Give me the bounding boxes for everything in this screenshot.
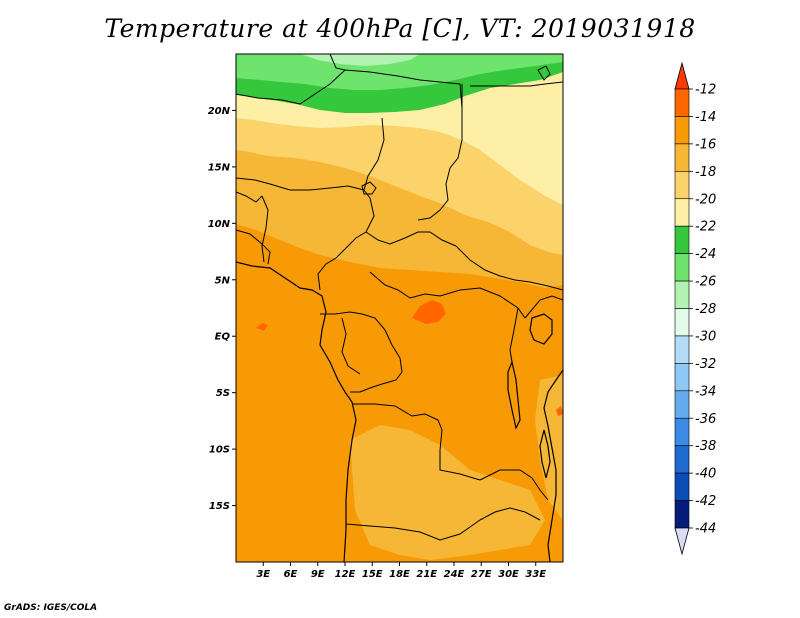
border-sudan-south (455, 245, 563, 291)
colorbar-label: -26 (695, 275, 716, 290)
lon-tick-label: 21E (416, 569, 437, 580)
colorbar-label: -12 (695, 83, 716, 98)
border-zambia-zimbabwe (479, 507, 541, 521)
lat-tick-label: 10N (208, 219, 231, 230)
lon-tick-label: 30E (498, 569, 519, 580)
border-uganda-kenya (524, 295, 563, 319)
colorbar-segment (674, 308, 690, 337)
field-minus26 (300, 54, 420, 66)
border-libya-chad (236, 69, 463, 109)
grads-credit: GrADS: IGES/COLA (4, 603, 98, 613)
lat-tick-label: 15S (209, 501, 230, 512)
border-drc-east (509, 307, 519, 363)
lake-chad (361, 181, 377, 195)
colorbar-segment (674, 335, 690, 364)
lon-tick-label: 33E (525, 569, 546, 580)
lon-tick-label: 6E (284, 569, 298, 580)
colorbar-label: -40 (695, 467, 716, 482)
border-zambia (479, 469, 549, 501)
border-angola-namibia (345, 519, 481, 541)
colorbar-segment (674, 253, 690, 282)
lat-tick-label: 20N (208, 106, 231, 117)
field-minus24 (236, 54, 563, 90)
colorbar-label: -20 (695, 192, 716, 207)
colorbar-label: -22 (695, 220, 716, 235)
border-chad-car (365, 231, 457, 247)
colorbar: -12 -14 -16 -18 -20 -22 -24 -26 -28 -30 -32 -34 -36 -… (674, 61, 716, 556)
border-cameroon-gabon (320, 311, 386, 331)
colorbar-segment (674, 500, 690, 529)
colorbar-label: -30 (695, 329, 716, 344)
border-niger-nigeria (236, 177, 365, 191)
border-car-drc (369, 271, 526, 319)
lon-tick-label: 24E (444, 569, 465, 580)
colorbar-label: -42 (695, 494, 716, 509)
colorbar-segment (674, 143, 690, 172)
lat-tick-label: EQ (215, 332, 231, 343)
colorbar-segment (674, 225, 690, 254)
border-congo-drc (350, 329, 403, 393)
border-nigeria-cameroon (317, 197, 375, 291)
border-chad-sudan (417, 120, 463, 221)
colorbar-label: -34 (695, 384, 716, 399)
colorbar-top-arrow (674, 61, 690, 90)
colorbar-segment (674, 171, 690, 200)
colorbar-label: -24 (695, 247, 716, 262)
colorbar-label: -38 (695, 439, 716, 454)
border-sinai (537, 65, 551, 81)
lake-victoria (529, 313, 553, 345)
lake-tanganyika (507, 359, 521, 430)
border-burkina (236, 191, 263, 203)
lon-tick-label: 3E (256, 569, 270, 580)
east-coastline (543, 369, 563, 562)
map-borders (236, 54, 563, 562)
lon-tick-label: 27E (471, 569, 492, 580)
border-gabon-inner (341, 317, 361, 375)
colorbar-segment (674, 390, 690, 419)
lon-tick-label: 12E (335, 569, 356, 580)
lat-tick-label: 5N (215, 275, 231, 286)
longitude-axis: 3E 6E 9E 12E 15E 18E 21E 24E 27E 30E 33E (256, 562, 546, 580)
lake-malawi (539, 429, 551, 479)
colorbar-label: -16 (695, 137, 716, 152)
colorbar-label: -44 (695, 522, 716, 537)
border-drc-angola (352, 403, 481, 481)
colorbar-segment (674, 280, 690, 309)
lon-tick-label: 15E (362, 569, 383, 580)
border-egypt-north (470, 81, 563, 87)
lat-tick-label: 10S (209, 445, 230, 456)
lat-tick-label: 15N (208, 162, 231, 173)
colorbar-segment (674, 88, 690, 117)
west-coastline (236, 261, 357, 562)
colorbar-segment (674, 445, 690, 474)
lon-tick-label: 9E (311, 569, 325, 580)
colorbar-label: -18 (695, 165, 716, 180)
map-title: Temperature at 400hPa [C], VT: 201903191… (104, 14, 696, 43)
colorbar-segment (674, 363, 690, 392)
colorbar-label: -14 (695, 110, 716, 125)
colorbar-label: -32 (695, 357, 716, 372)
border-chad-niger (363, 117, 385, 199)
colorbar-segment (674, 116, 690, 145)
lat-tick-label: 5S (216, 388, 230, 399)
colorbar-segment (674, 472, 690, 501)
field-minus12-spot-3 (556, 406, 563, 416)
colorbar-bottom-arrow (674, 527, 690, 556)
colorbar-segment (674, 198, 690, 227)
field-minus12-spot-1 (412, 300, 446, 324)
field-minus12-spot-2 (256, 323, 268, 331)
border-algeria-niger (329, 54, 346, 71)
border-benin-togo (261, 195, 269, 263)
temperature-field (236, 54, 563, 562)
colorbar-label: -36 (695, 412, 716, 427)
latitude-axis: 20N 15N 10N 5N EQ 5S 10S 15S (208, 106, 236, 512)
lon-tick-label: 18E (389, 569, 410, 580)
field-minus16-south-1 (350, 425, 545, 560)
colorbar-segment (674, 417, 690, 446)
colorbar-label: -28 (695, 302, 716, 317)
